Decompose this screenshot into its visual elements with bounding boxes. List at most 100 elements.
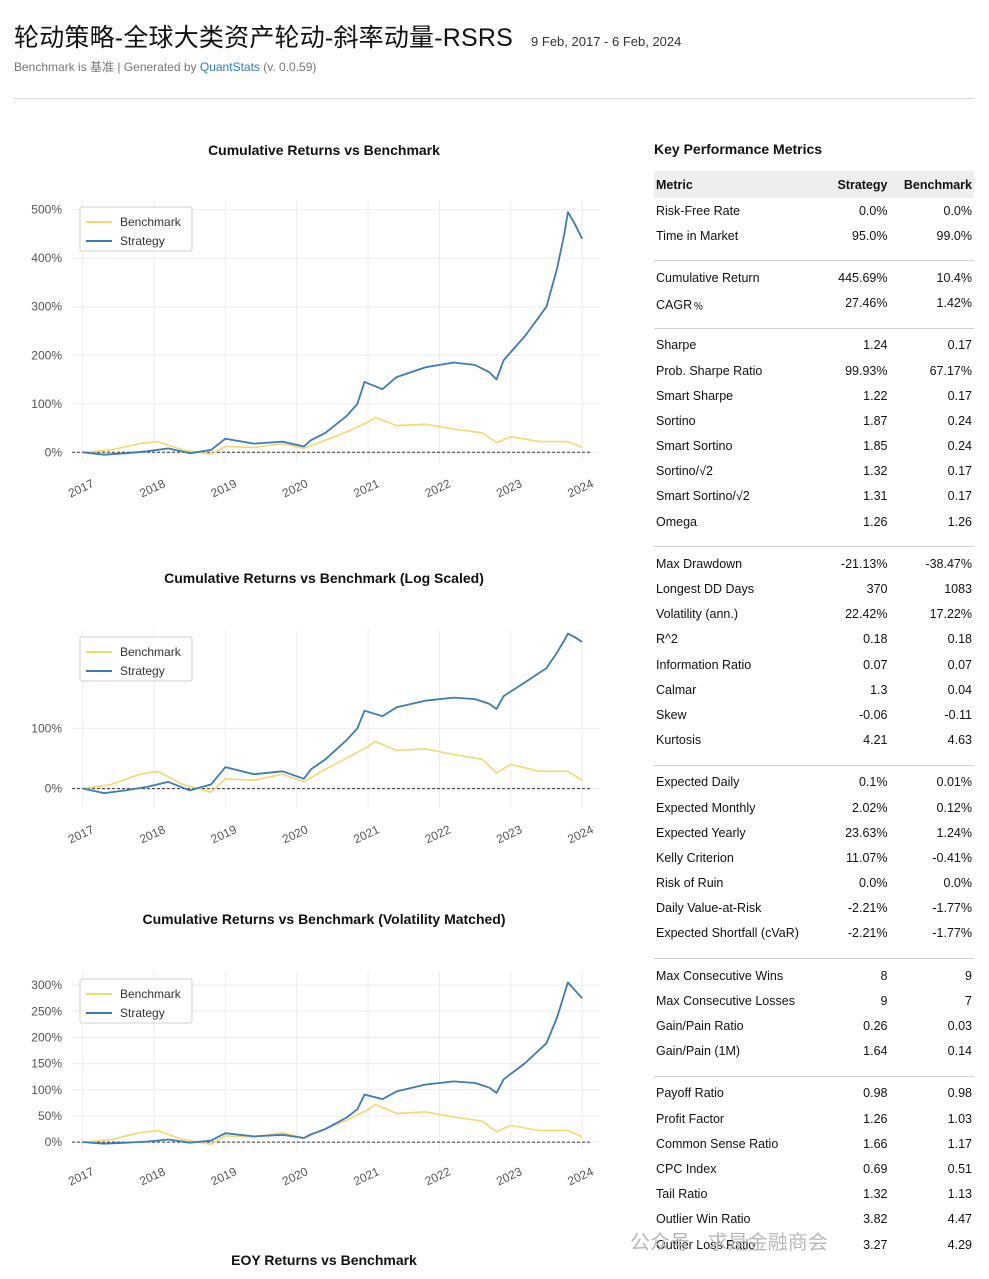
- metric-strategy-value: 445.69%: [838, 270, 888, 285]
- date-range: 9 Feb, 2017 - 6 Feb, 2024: [531, 34, 682, 49]
- metric-strategy-value: 0.98: [863, 1086, 888, 1101]
- y-tick-label: 250%: [31, 1004, 62, 1018]
- metric-benchmark-value: 0.07: [947, 657, 972, 672]
- metric-benchmark-value: -38.47%: [925, 556, 972, 571]
- legend-label-benchmark: Benchmark: [120, 215, 182, 229]
- metrics-divider-line: [654, 327, 974, 329]
- metric-strategy-value: 2.02%: [852, 800, 888, 815]
- y-tick-label: 0%: [45, 782, 63, 796]
- metrics-row: Daily Value-at-Risk -2.21% -1.77%: [654, 896, 974, 921]
- y-tick-label: 400%: [31, 251, 62, 265]
- metrics-divider-line: [654, 958, 974, 960]
- metrics-divider-line: [654, 1075, 974, 1077]
- metric-strategy-value: 0.1%: [858, 775, 888, 790]
- metric-strategy-value: 3.27: [863, 1237, 888, 1252]
- x-tick-label: 2024: [565, 822, 595, 846]
- metrics-group-divider: [654, 316, 974, 333]
- metric-benchmark-value: 1.17: [947, 1136, 972, 1151]
- x-tick-label: 2022: [423, 822, 453, 846]
- page-title: 轮动策略-全球大类资产轮动-斜率动量-RSRS: [14, 24, 514, 52]
- chart-title-eoy-returns: EOY Returns vs Benchmark: [231, 1252, 417, 1268]
- x-tick-label: 2021: [351, 476, 381, 500]
- metric-benchmark-value: 1083: [944, 582, 972, 597]
- benchmark-series-line: [83, 1103, 583, 1145]
- chart-legend: Benchmark Strategy: [79, 206, 193, 252]
- metrics-row: Sortino 1.87 0.24: [654, 408, 974, 433]
- y-tick-label: 150%: [31, 1057, 62, 1071]
- metric-strategy-value: 1.26: [863, 1111, 888, 1126]
- metrics-row: Information Ratio 0.07 0.07: [654, 652, 974, 677]
- metrics-group-divider: [654, 946, 974, 963]
- metric-benchmark-value: 1.03: [947, 1111, 972, 1126]
- metric-strategy-value: -2.21%: [847, 901, 888, 916]
- y-tick-label: 100%: [31, 721, 62, 735]
- metric-strategy-value: 8: [880, 968, 888, 983]
- metrics-header-strategy: Strategy: [826, 171, 890, 198]
- metrics-row: Expected Daily 0.1% 0.01%: [654, 770, 974, 795]
- metric-name: Expected Monthly: [656, 800, 756, 815]
- x-tick-label: 2022: [423, 1164, 453, 1188]
- title-row: 轮动策略-全球大类资产轮动-斜率动量-RSRS 9 Feb, 2017 - 6 …: [14, 18, 974, 54]
- metric-strategy-value: 1.32: [863, 464, 888, 479]
- metric-strategy-value: 99.93%: [845, 363, 888, 378]
- metrics-row: CPC Index 0.69 0.51: [654, 1156, 974, 1181]
- chart-log-scaled-returns: 2017 2018 2019 2020 2021 2022 2023 2024 0% 100% Be…: [31, 630, 600, 846]
- metric-benchmark-value: 0.24: [947, 439, 972, 454]
- metrics-group-divider: [654, 534, 974, 551]
- metrics-header-metric: Metric: [654, 171, 827, 198]
- metrics-header-row: Metric Strategy Benchmark: [654, 171, 974, 198]
- metrics-row: Expected Monthly 2.02% 0.12%: [654, 795, 974, 820]
- metric-strategy-value: 1.87: [863, 413, 888, 428]
- x-tick-label: 2024: [565, 1164, 595, 1188]
- metric-benchmark-value: -0.41%: [932, 850, 972, 865]
- subtitle-suffix: (v. 0.0.59): [259, 60, 317, 74]
- metrics-row: Gain/Pain (1M) 1.64 0.14: [654, 1039, 974, 1064]
- metrics-row: Outlier Loss Ratio 3.27 4.29: [654, 1232, 974, 1257]
- chart-title-cumulative: Cumulative Returns vs Benchmark: [208, 142, 440, 158]
- metric-name: R^2: [656, 632, 678, 647]
- x-tick-label: 2023: [494, 1164, 524, 1188]
- metrics-header-benchmark: Benchmark: [889, 171, 974, 198]
- x-tick-label: 2018: [137, 1164, 167, 1188]
- metric-strategy-value: -2.21%: [847, 926, 888, 941]
- legend-label-strategy: Strategy: [120, 234, 165, 248]
- x-tick-label: 2017: [66, 476, 96, 500]
- metrics-row: Longest DD Days 370 1083: [654, 576, 974, 601]
- benchmark-series-line: [83, 740, 583, 793]
- metrics-row: Sortino/√2 1.32 0.17: [654, 459, 974, 484]
- metric-name: Max Consecutive Wins: [656, 968, 784, 983]
- metric-strategy-value: 23.63%: [845, 825, 888, 840]
- metrics-divider-cell: [654, 1064, 974, 1081]
- metric-strategy-value: 0.0%: [858, 876, 888, 891]
- strategy-series-line: [83, 211, 584, 456]
- metric-benchmark-value: 0.98: [947, 1086, 972, 1101]
- chart-legend: Benchmark Strategy: [79, 978, 193, 1024]
- metrics-row: Max Consecutive Wins 8 9: [654, 963, 974, 988]
- legend-label-benchmark: Benchmark: [120, 645, 182, 659]
- metric-name: Time in Market: [656, 228, 739, 243]
- subtitle: Benchmark is 基准 | Generated by QuantStat…: [14, 58, 974, 75]
- x-tick-label: 2017: [66, 1164, 96, 1188]
- metric-strategy-value: 0.07: [863, 657, 888, 672]
- quantstats-link[interactable]: QuantStats: [199, 60, 260, 74]
- metrics-row: R^2 0.18 0.18: [654, 627, 974, 652]
- metric-benchmark-value: -1.77%: [932, 901, 972, 916]
- metric-benchmark-value: 4.47: [947, 1212, 972, 1227]
- y-tick-label: 100%: [31, 397, 62, 411]
- benchmark-series-line: [83, 416, 583, 456]
- metric-benchmark-value: 99.0%: [936, 228, 972, 243]
- x-tick-label: 2022: [423, 476, 453, 500]
- metrics-row: Smart Sortino/√2 1.31 0.17: [654, 484, 974, 509]
- metric-benchmark-value: 0.51: [947, 1161, 972, 1176]
- metrics-row: Payoff Ratio 0.98 0.98: [654, 1081, 974, 1106]
- chart-title-volatility-matched: Cumulative Returns vs Benchmark (Volatil…: [142, 911, 506, 927]
- metric-name: Calmar: [656, 682, 697, 697]
- metric-strategy-value: 370: [866, 582, 888, 597]
- x-tick-label: 2020: [280, 822, 310, 846]
- metrics-row: Expected Yearly 23.63% 1.24%: [654, 820, 974, 845]
- metrics-row: Outlier Win Ratio 3.82 4.47: [654, 1207, 974, 1232]
- metric-name: Smart Sharpe: [656, 388, 734, 403]
- metrics-row: Skew -0.06 -0.11: [654, 702, 974, 727]
- x-tick-label: 2019: [209, 822, 239, 846]
- metric-name: Payoff Ratio: [656, 1086, 724, 1101]
